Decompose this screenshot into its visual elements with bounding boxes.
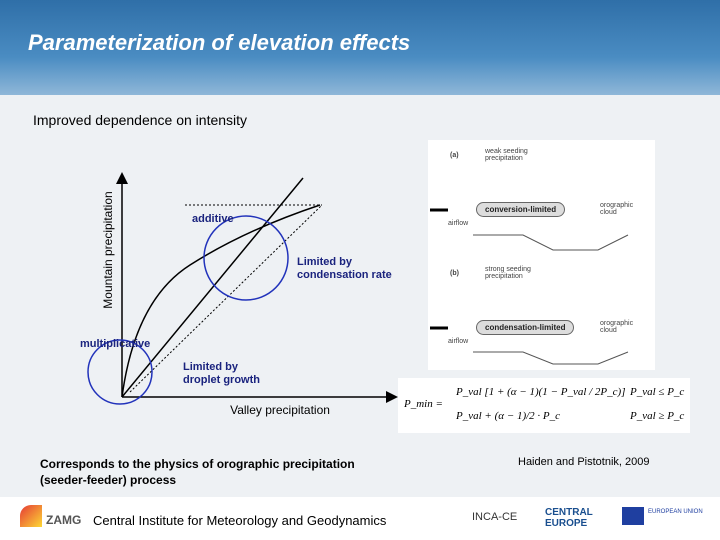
footer: ZAMG Central Institute for Meteorology a…	[0, 497, 720, 540]
subtitle: Improved dependence on intensity	[33, 112, 248, 128]
label: Limited by condensation rate	[297, 256, 392, 281]
formula-expr: P_val + (α − 1)/2 · P_c	[456, 410, 561, 422]
curve	[121, 204, 321, 398]
diagram: Mountain precipitation Valley precipitat…	[87, 172, 398, 417]
caption: orographic cloud	[600, 202, 634, 216]
caption: strong seeding precipitation	[485, 266, 531, 280]
citation: Haiden and Pistotnik, 2009	[518, 456, 650, 468]
label: multiplicative	[80, 338, 151, 350]
caption: airflow	[448, 220, 469, 227]
label: Limited by droplet growth	[183, 361, 260, 386]
circle	[87, 339, 153, 405]
logo: ZAMG	[46, 513, 82, 527]
logo-mark	[20, 505, 42, 527]
caption: orographic cloud	[600, 320, 634, 334]
panel-tag: (a)	[450, 152, 459, 159]
y-axis-label: Mountain precipitation	[101, 191, 115, 308]
dotted-line	[129, 204, 323, 393]
eu-flag	[622, 507, 644, 525]
process: conversion-limited	[476, 202, 566, 217]
panel-tag: (b)	[450, 270, 459, 277]
circle	[203, 215, 289, 301]
formula-cond: P_val ≥ P_c	[630, 410, 685, 422]
programme-logo: CENTRAL EUROPE	[545, 507, 593, 529]
x-axis-label: Valley precipitation	[230, 403, 330, 417]
title: Parameterization of elevation effects	[28, 30, 411, 55]
terrain	[473, 234, 629, 251]
label: additive	[192, 213, 234, 225]
caption: airflow	[448, 338, 469, 345]
note: Corresponds to the physics of orographic…	[40, 457, 355, 487]
eu-label: EUROPEAN UNION	[648, 509, 703, 515]
formula: P_min = P_val [1 + (α − 1)(1 − P_val / 2…	[398, 378, 690, 433]
figure-lines	[430, 208, 629, 365]
process: condensation-limited	[476, 320, 575, 335]
formula-expr: P_val [1 + (α − 1)(1 − P_val / 2P_c)]	[456, 386, 626, 398]
formula-cond: P_val ≤ P_c	[630, 386, 685, 398]
institute: Central Institute for Meteorology and Ge…	[93, 513, 387, 528]
header-band	[0, 0, 720, 95]
identity-line	[121, 177, 304, 398]
caption: weak seeding precipitation	[485, 148, 528, 162]
figure: (a) weak seeding precipitation conversio…	[428, 140, 655, 370]
formula-lhs: P_min =	[404, 398, 443, 410]
project-logo: INCA-CE	[472, 511, 518, 523]
terrain	[473, 351, 629, 365]
